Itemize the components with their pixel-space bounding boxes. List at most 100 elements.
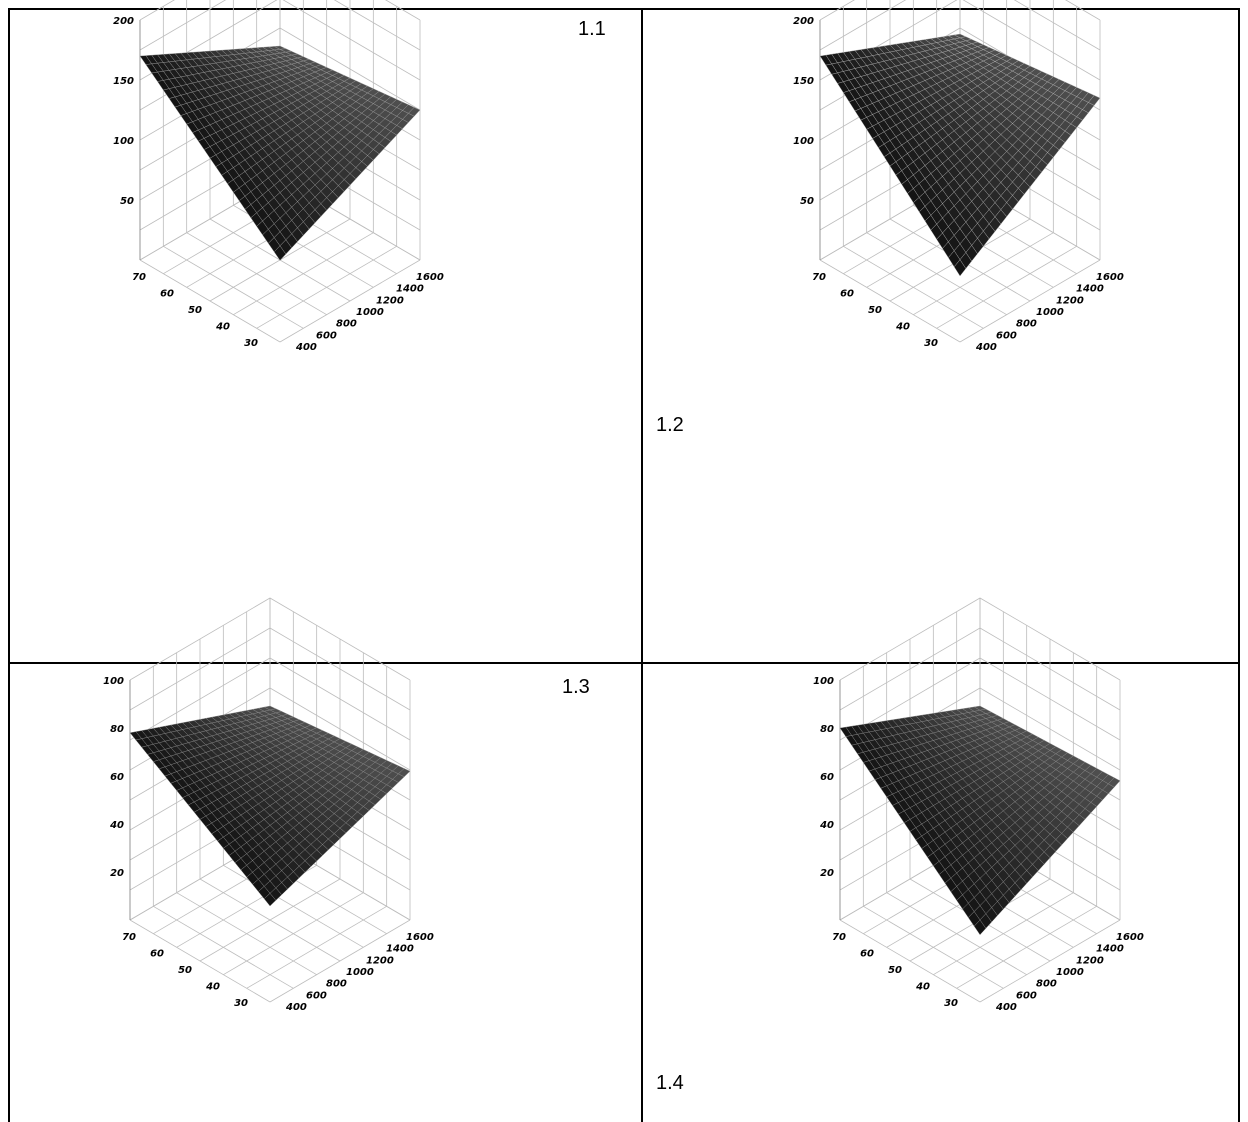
x-tick-label: 1200 <box>376 295 404 306</box>
floor-gridline <box>959 259 1101 343</box>
floor-gridline <box>233 232 374 316</box>
y-tick-label: 40 <box>215 321 230 332</box>
floor-gridline <box>936 245 1077 329</box>
floor-gridline <box>269 919 411 1003</box>
x-tick-label: 1600 <box>1116 932 1144 943</box>
x-tick-label: 1000 <box>356 307 384 318</box>
surface-cell <box>273 245 287 261</box>
panel-label-1-1: 1.1 <box>578 18 606 40</box>
z-tick-label: 50 <box>120 196 134 207</box>
z-tick-label: 80 <box>110 724 124 735</box>
y-tick-label: 30 <box>924 338 938 349</box>
y-tick-label: 60 <box>150 949 164 960</box>
panel-label-1-3: 1.3 <box>562 676 590 698</box>
z-tick-label: 150 <box>113 76 134 87</box>
x-tick-label: 1000 <box>1056 967 1084 978</box>
table-border-center <box>641 8 643 1122</box>
y-tick-label: 50 <box>868 305 882 316</box>
x-tick-label: 1600 <box>416 272 444 283</box>
x-tick-label: 800 <box>336 319 357 330</box>
y-tick-label: 50 <box>888 965 902 976</box>
y-tick-label: 70 <box>832 932 846 943</box>
z-tick-label: 200 <box>793 16 814 27</box>
x-tick-label: 400 <box>995 1002 1017 1013</box>
x-tick-label: 1600 <box>1096 272 1124 283</box>
y-tick-label: 40 <box>895 321 910 332</box>
z-tick-label: 100 <box>103 676 124 687</box>
x-tick-label: 600 <box>306 990 327 1001</box>
floor-gridline <box>223 892 364 976</box>
floor-gridline <box>933 892 1074 976</box>
floor-gridline <box>913 232 1054 316</box>
floor-gridline <box>199 878 341 962</box>
z-tick-label: 20 <box>110 868 124 879</box>
x-tick-label: 1400 <box>396 284 424 295</box>
floor-gridline <box>246 905 387 989</box>
y-tick-label: 50 <box>178 965 192 976</box>
panel-label-1-4: 1.4 <box>656 1072 684 1094</box>
y-tick-label: 30 <box>944 998 958 1009</box>
surface-cell <box>973 919 987 936</box>
x-tick-label: 1600 <box>406 932 434 943</box>
floor-gridline <box>956 905 1097 989</box>
z-tick-label: 80 <box>820 724 834 735</box>
y-tick-label: 70 <box>812 272 826 283</box>
floor-gridline <box>256 245 397 329</box>
x-tick-label: 1200 <box>1076 955 1104 966</box>
x-tick-label: 600 <box>316 330 337 341</box>
surface <box>839 705 1121 936</box>
y-tick-label: 60 <box>860 949 874 960</box>
table-border-top <box>8 8 1240 10</box>
surface <box>129 705 411 907</box>
surface-cell <box>953 259 967 277</box>
floor-gridline <box>979 919 1121 1003</box>
y-tick-label: 30 <box>244 338 258 349</box>
x-tick-label: 1000 <box>1036 307 1064 318</box>
z-tick-label: 60 <box>820 772 834 783</box>
z-tick-label: 100 <box>793 136 814 147</box>
x-tick-label: 1200 <box>1056 295 1084 306</box>
x-tick-label: 400 <box>295 342 317 353</box>
x-tick-label: 600 <box>1016 990 1037 1001</box>
y-tick-label: 60 <box>840 289 854 300</box>
panel-label-1-2: 1.2 <box>656 414 684 436</box>
x-tick-label: 1000 <box>346 967 374 978</box>
x-tick-label: 400 <box>975 342 997 353</box>
y-tick-label: 50 <box>188 305 202 316</box>
y-tick-label: 70 <box>122 932 136 943</box>
z-tick-label: 40 <box>109 820 124 831</box>
table-border-right <box>1238 8 1240 1122</box>
surface <box>819 33 1101 277</box>
x-tick-label: 400 <box>285 1002 307 1013</box>
x-tick-label: 1400 <box>1096 944 1124 955</box>
surface-cell <box>263 893 277 907</box>
z-tick-label: 50 <box>800 196 814 207</box>
x-tick-label: 800 <box>1036 979 1057 990</box>
y-tick-label: 60 <box>160 289 174 300</box>
x-tick-label: 800 <box>326 979 347 990</box>
surface <box>139 45 421 261</box>
z-tick-label: 200 <box>113 16 134 27</box>
x-tick-label: 800 <box>1016 319 1037 330</box>
table-border-left <box>8 8 10 1122</box>
z-tick-label: 150 <box>793 76 814 87</box>
z-tick-label: 100 <box>813 676 834 687</box>
z-tick-label: 40 <box>819 820 834 831</box>
table-border-middle <box>8 662 1240 664</box>
x-tick-label: 1400 <box>386 944 414 955</box>
y-tick-label: 30 <box>234 998 248 1009</box>
y-tick-label: 40 <box>915 981 930 992</box>
y-tick-label: 70 <box>132 272 146 283</box>
x-tick-label: 1200 <box>366 955 394 966</box>
x-tick-label: 1400 <box>1076 284 1104 295</box>
y-tick-label: 40 <box>205 981 220 992</box>
